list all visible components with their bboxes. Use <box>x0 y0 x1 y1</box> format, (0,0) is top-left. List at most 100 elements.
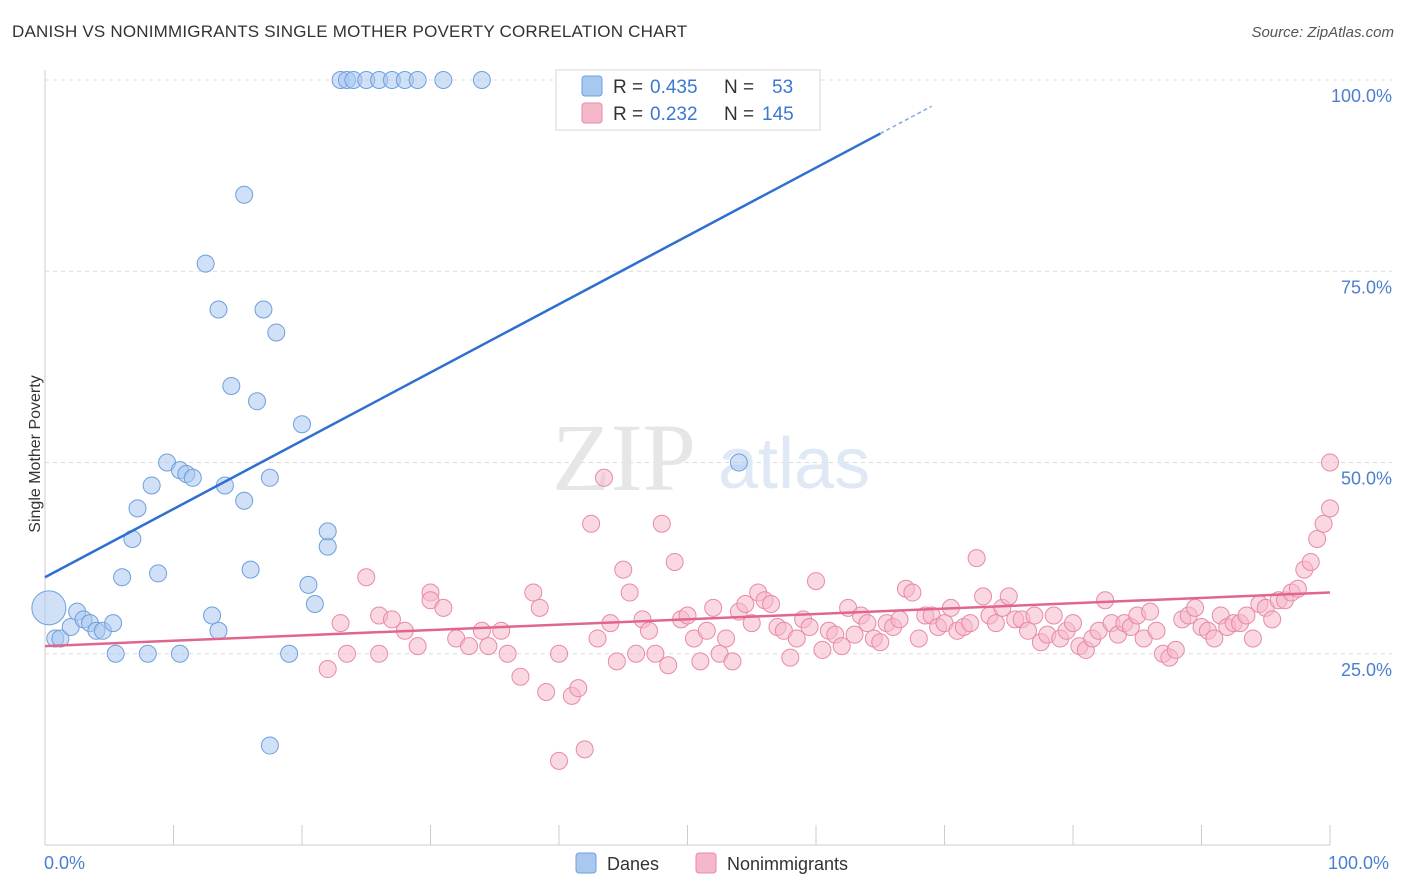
nonimmigrants-point-11 <box>434 598 453 617</box>
nonimmigrants-point-88 <box>974 587 993 606</box>
watermark-zip: ZIP <box>552 404 696 511</box>
nonimmigrants-point-115 <box>1147 621 1166 640</box>
danes-point-51 <box>472 71 491 89</box>
legend-danes-n-label: N = <box>724 77 754 98</box>
nonimmigrants-point-44 <box>691 652 710 671</box>
danes-point-29 <box>235 185 254 204</box>
nonimmigrants-point-114 <box>1141 602 1160 621</box>
danes-point-9 <box>104 614 123 633</box>
nonimmigrants-point-121 <box>1186 598 1205 617</box>
danes-point-23 <box>203 606 222 625</box>
danes-point-15 <box>142 476 161 495</box>
nonimmigrants-point-0 <box>318 660 337 679</box>
nonimmigrants-point-45 <box>697 621 716 640</box>
nonimmigrants-point-96 <box>1025 606 1044 625</box>
danes-point-21 <box>183 468 202 487</box>
danes-point-16 <box>149 564 168 583</box>
nonimmigrants-point-32 <box>614 560 633 579</box>
nonimmigrants-point-77 <box>903 583 922 602</box>
nonimmigrants-point-26 <box>575 740 594 759</box>
x-tick-label-min: 0.0% <box>44 853 85 873</box>
legend-non-r: 0.232 <box>650 104 698 125</box>
nonimmigrants-point-99 <box>1044 606 1063 625</box>
danes-point-31 <box>248 392 267 411</box>
danes-point-10 <box>106 644 125 663</box>
nonimmigrants-point-143 <box>1321 453 1339 472</box>
danes-point-22 <box>196 254 215 273</box>
nonimmigrants-point-27 <box>582 514 601 533</box>
bottom-legend-swatch-nonimmigrants <box>695 852 717 874</box>
danes-point-36 <box>280 644 299 663</box>
nonimmigrants-point-133 <box>1263 610 1282 629</box>
danes-point-13 <box>128 499 147 518</box>
legend-swatch-danes <box>581 75 603 97</box>
legend-non-n: 145 <box>762 104 794 125</box>
nonimmigrants-point-129 <box>1237 606 1256 625</box>
y-tick-label-1: 50.0% <box>1341 469 1392 489</box>
nonimmigrants-point-124 <box>1205 629 1224 648</box>
source-label: Source: ZipAtlas.com <box>1251 24 1394 41</box>
y-tick-label-0: 25.0% <box>1341 660 1392 680</box>
nonimmigrants-point-107 <box>1096 591 1115 610</box>
x-tick-label-max: 100.0% <box>1328 853 1389 873</box>
nonimmigrants-point-52 <box>742 614 761 633</box>
danes-point-28 <box>235 491 254 510</box>
legend-danes-n: 53 <box>772 77 793 98</box>
nonimmigrants-point-59 <box>787 629 806 648</box>
nonimmigrants-point-130 <box>1243 629 1262 648</box>
danes-point-0 <box>31 590 67 626</box>
danes-point-49 <box>408 71 427 89</box>
nonimmigrants-points <box>318 453 1339 770</box>
nonimmigrants-point-15 <box>479 637 498 656</box>
nonimmigrants-point-25 <box>569 679 588 698</box>
nonimmigrants-point-61 <box>800 617 819 636</box>
danes-point-41 <box>318 522 337 541</box>
danes-point-39 <box>305 595 324 614</box>
danes-point-19 <box>170 644 189 663</box>
danes-point-32 <box>254 300 273 319</box>
nonimmigrants-point-58 <box>781 648 800 667</box>
danes-point-50 <box>434 71 453 89</box>
nonimmigrants-point-55 <box>762 595 781 614</box>
nonimmigrants-point-2 <box>337 644 356 663</box>
nonimmigrants-point-63 <box>813 640 832 659</box>
nonimmigrants-point-78 <box>909 629 928 648</box>
nonimmigrants-point-142 <box>1321 499 1339 518</box>
nonimmigrants-point-34 <box>627 644 646 663</box>
bottom-legend-nonimmigrants: Nonimmigrants <box>727 854 848 874</box>
nonimmigrants-point-33 <box>620 583 639 602</box>
nonimmigrants-point-75 <box>890 610 909 629</box>
nonimmigrants-point-86 <box>961 614 980 633</box>
chart-title: DANISH VS NONIMMIGRANTS SINGLE MOTHER PO… <box>12 22 688 41</box>
nonimmigrants-point-28 <box>588 629 607 648</box>
nonimmigrants-point-139 <box>1301 552 1320 571</box>
danes-point-11 <box>113 568 132 587</box>
legend-swatch-nonimmigrants <box>581 102 603 124</box>
nonimmigrants-point-8 <box>408 637 427 656</box>
nonimmigrants-point-95 <box>1019 621 1038 640</box>
danes-point-34 <box>260 736 279 755</box>
nonimmigrants-point-51 <box>736 595 755 614</box>
nonimmigrants-point-46 <box>704 598 723 617</box>
nonimmigrants-point-17 <box>498 644 517 663</box>
nonimmigrants-point-31 <box>607 652 626 671</box>
nonimmigrants-point-72 <box>871 633 890 652</box>
danes-point-33 <box>260 468 279 487</box>
danes-point-2 <box>51 629 70 648</box>
nonimmigrants-point-68 <box>845 625 864 644</box>
nonimmigrants-point-49 <box>723 652 742 671</box>
danes-point-52 <box>729 453 748 472</box>
danes-point-14 <box>138 644 157 663</box>
nonimmigrants-point-70 <box>858 614 877 633</box>
nonimmigrants-point-62 <box>807 572 825 591</box>
nonimmigrants-point-1 <box>331 614 350 633</box>
nonimmigrants-point-87 <box>967 549 986 568</box>
nonimmigrants-point-22 <box>550 644 568 663</box>
danes-point-40 <box>318 537 337 556</box>
nonimmigrants-point-6 <box>382 610 401 629</box>
legend-box: R = 0.435 N = 53 R = 0.232 N = 145 <box>555 69 821 131</box>
y-tick-label-2: 75.0% <box>1341 277 1392 297</box>
nonimmigrants-point-36 <box>639 621 658 640</box>
nonimmigrants-point-37 <box>646 644 665 663</box>
nonimmigrants-trend-line <box>44 591 1331 648</box>
